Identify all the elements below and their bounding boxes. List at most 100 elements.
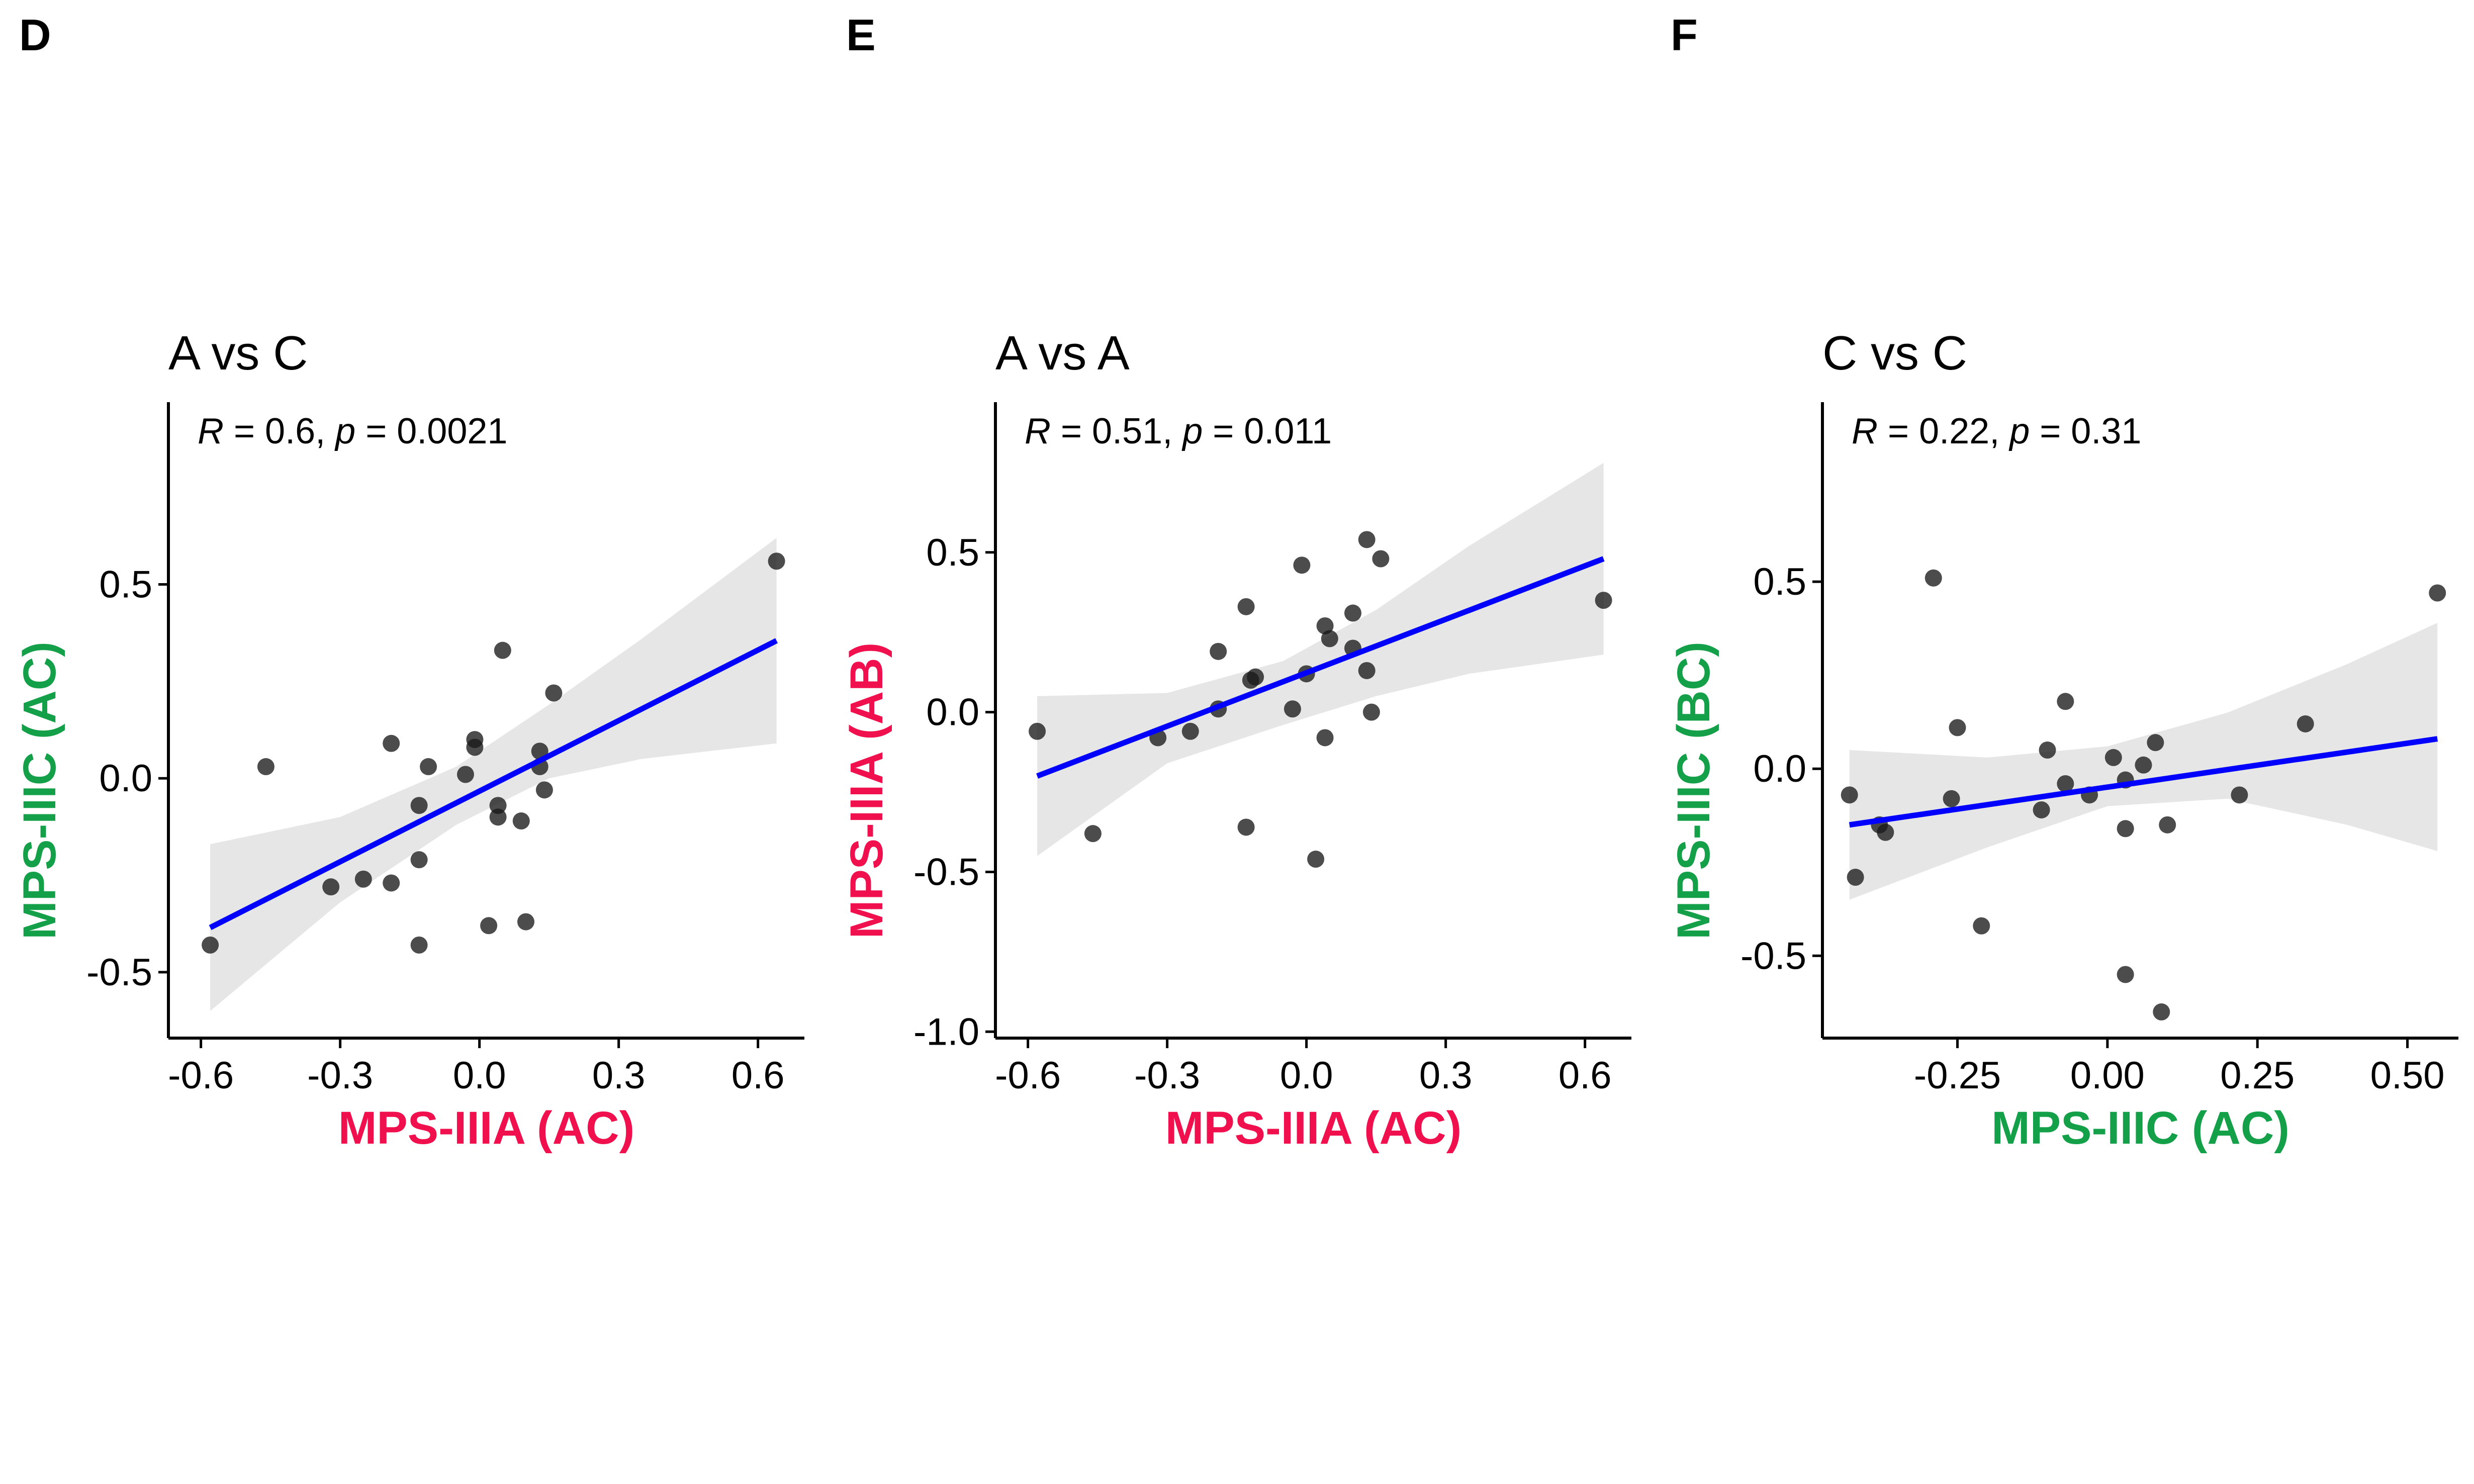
stat-p-value: = 0.011 (1203, 411, 1332, 451)
data-point (535, 781, 553, 799)
data-point (410, 851, 428, 869)
data-point (322, 878, 340, 896)
regression-line (209, 638, 778, 931)
panel-letter: D (19, 10, 51, 60)
data-point (2147, 734, 2164, 752)
data-point (466, 731, 484, 749)
x-axis-title: MPS-IIIA (AC) (338, 1102, 634, 1154)
stat-p-value: = 0.31 (2030, 411, 2141, 451)
data-point (489, 797, 507, 814)
data-point (410, 797, 428, 814)
chart-title: A vs C (168, 326, 308, 380)
data-point (1877, 823, 1894, 841)
chart-panel-f: F C vs C -0.25 0.00 0.25 0.50 -0.5 0.0 0.5 R = 0.… (1668, 10, 2458, 1154)
data-point (1358, 662, 1376, 679)
data-point (2159, 816, 2176, 833)
data-point (420, 758, 437, 776)
data-point (1925, 569, 1942, 587)
x-tick-label: 0.3 (592, 1054, 646, 1097)
data-point (2104, 749, 2122, 766)
correlation-stat: R = 0.6, p = 0.0021 (198, 411, 507, 451)
data-point (456, 766, 474, 783)
data-point (383, 874, 400, 892)
x-tick-label: 0.3 (1419, 1054, 1473, 1097)
data-point (202, 936, 219, 954)
data-point (1237, 598, 1255, 615)
y-tick-label: 0.0 (1753, 748, 1806, 790)
x-tick-label: -0.6 (995, 1054, 1061, 1097)
data-point (2117, 820, 2134, 838)
stat-p-label: p (1181, 411, 1203, 451)
data-point (2039, 741, 2056, 759)
regression-line (1849, 736, 2438, 828)
data-point (1293, 556, 1311, 574)
data-point (1181, 722, 1199, 740)
data-point (257, 758, 274, 776)
stat-p-value: = 0.0021 (355, 411, 507, 451)
data-point (2057, 775, 2074, 792)
data-point (1284, 700, 1301, 718)
data-point (1344, 604, 1361, 622)
data-point (2429, 584, 2446, 602)
stat-r-label: R (198, 411, 224, 451)
y-axis-title: MPS-IIIC (BC) (1668, 641, 1719, 940)
x-tick-label: -0.3 (1134, 1054, 1200, 1097)
data-point (2135, 756, 2152, 774)
stat-p-label: p (334, 411, 355, 451)
x-tick-label: 0.6 (731, 1054, 785, 1097)
y-tick-label: -0.5 (86, 951, 152, 994)
y-tick-label: -1.0 (913, 1010, 979, 1053)
y-axis-title: MPS-IIIA (AB) (841, 642, 892, 939)
data-point (1362, 703, 1380, 721)
data-point (2117, 966, 2134, 983)
x-tick-label: 0.00 (2070, 1054, 2145, 1097)
y-tick-label: 0.5 (1753, 561, 1806, 603)
data-point (1307, 851, 1325, 868)
data-point (1973, 917, 1990, 935)
data-point (2057, 693, 2074, 710)
x-tick-label: 0.0 (1280, 1054, 1333, 1097)
y-axis-title: MPS-IIIC (AC) (14, 641, 65, 940)
y-tick-label: 0.5 (926, 531, 979, 574)
data-point (410, 936, 428, 954)
data-point (1316, 729, 1334, 747)
x-tick-label: -0.25 (1914, 1054, 2001, 1097)
data-point (1029, 722, 1046, 740)
data-point (2033, 801, 2050, 819)
data-point (2231, 786, 2248, 804)
data-point (383, 734, 400, 752)
data-point (1841, 786, 1858, 804)
data-point (768, 552, 785, 570)
chart-panel-e: E A vs A -0.6 -0.3 0.0 0.3 0.6 -1.0 -0.5 0.0 0.5 R … (841, 10, 1631, 1154)
confidence-band (1037, 462, 1604, 856)
stat-r-value: = 0.51, (1051, 411, 1182, 451)
x-tick-label: 0.50 (2370, 1054, 2445, 1097)
data-point (1084, 825, 1102, 843)
x-tick-label: 0.0 (453, 1054, 506, 1097)
data-point (1321, 630, 1338, 647)
data-point (1210, 642, 1227, 660)
y-tick-label: 0.0 (99, 757, 152, 800)
stat-r-value: = 0.22, (1878, 411, 2009, 451)
stat-r-label: R (1852, 411, 1878, 451)
data-point (1595, 592, 1612, 609)
stat-r-label: R (1025, 411, 1051, 451)
chart-title: A vs A (995, 326, 1130, 380)
x-tick-label: 0.6 (1559, 1054, 1612, 1097)
x-axis-title: MPS-IIIC (AC) (1991, 1102, 2289, 1154)
data-point (1847, 869, 1864, 886)
data-point (545, 684, 563, 702)
data-point (2297, 715, 2314, 732)
stat-p-label: p (2008, 411, 2030, 451)
y-tick-label: -0.5 (913, 851, 979, 893)
y-tick-label: 0.0 (926, 691, 979, 734)
data-point (1372, 550, 1390, 568)
correlation-stat: R = 0.51, p = 0.011 (1025, 411, 1332, 451)
data-point (512, 812, 530, 830)
panel-letter: E (846, 10, 876, 60)
data-point (517, 913, 534, 931)
data-point (1247, 668, 1264, 686)
y-tick-label: 0.5 (99, 564, 152, 606)
x-tick-label: 0.25 (2220, 1054, 2295, 1097)
